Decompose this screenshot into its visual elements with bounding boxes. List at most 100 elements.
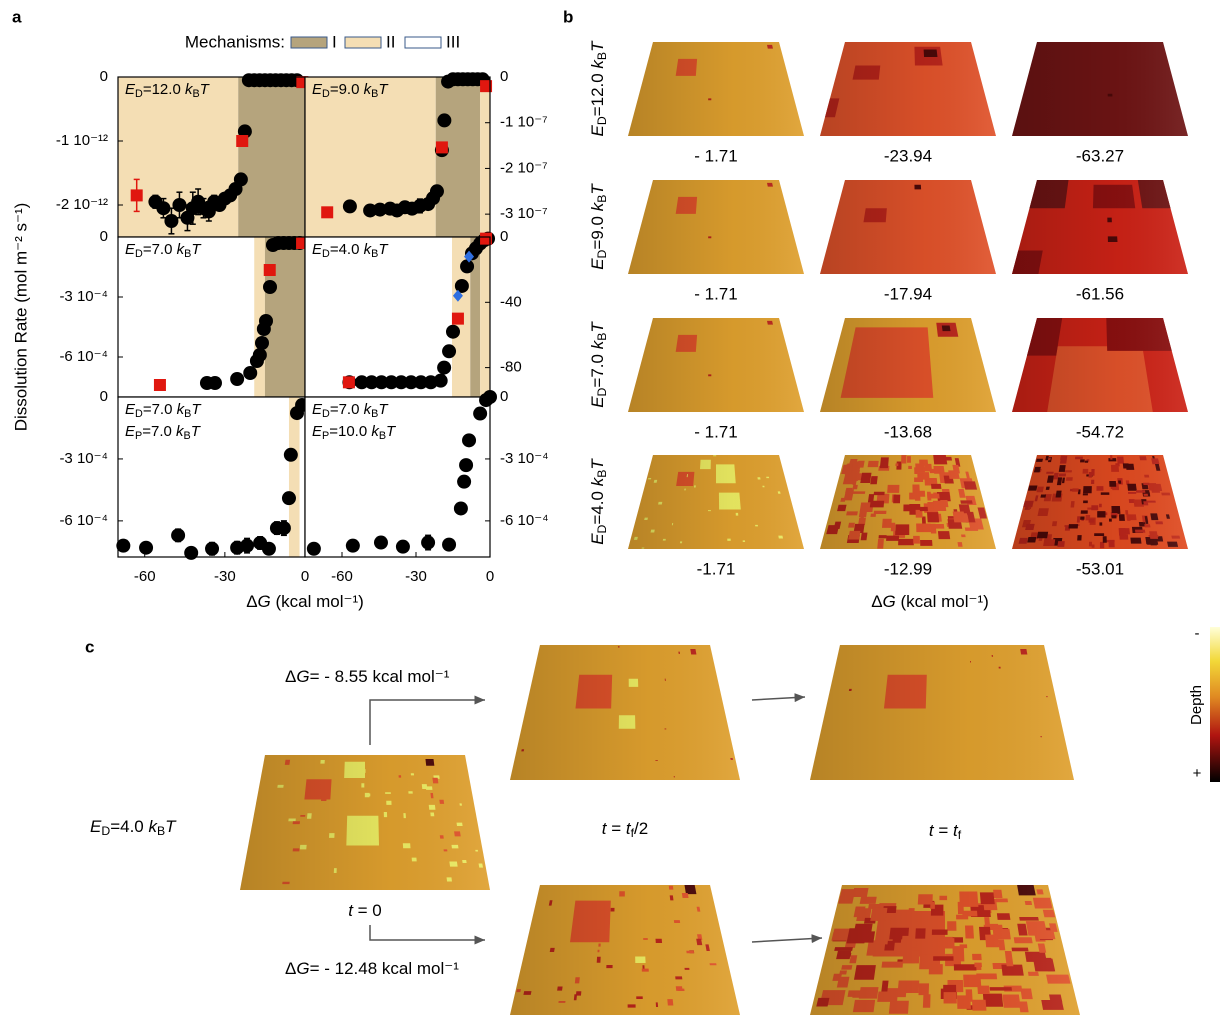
text-part: (kcal mol⁻¹): [896, 592, 989, 611]
subscript: D: [135, 408, 143, 420]
arrow: [752, 697, 805, 700]
text-part: E: [90, 817, 102, 836]
y-tick-label: -6 10⁻⁴: [59, 512, 108, 529]
x-tick-label: -30: [405, 568, 427, 585]
point: [236, 135, 248, 147]
surface-value: - 1.71: [694, 146, 737, 165]
point: [263, 280, 277, 294]
text-part: Δ: [871, 592, 882, 611]
panel-label: b: [563, 7, 573, 26]
text-part: =7.0: [142, 423, 176, 440]
subscript: B: [184, 248, 191, 260]
legend-title: Mechanisms:: [185, 32, 285, 51]
text-part: = - 8.55 kcal mol⁻¹: [310, 667, 450, 686]
point: [343, 376, 355, 388]
row-label: ED=12.0 kBT: [588, 40, 609, 137]
point: [164, 214, 178, 228]
arrow: [370, 700, 485, 745]
y-tick-label: 0: [500, 228, 508, 245]
surface-value: -12.99: [884, 559, 932, 578]
text-part: G: [296, 667, 309, 686]
surface-shade: [820, 180, 996, 274]
y-tick-label: -40: [500, 293, 522, 310]
text-part: E: [588, 396, 607, 408]
subscript: f: [958, 828, 962, 842]
surface-value: -1.71: [697, 559, 736, 578]
legend-swatch: [291, 37, 327, 48]
text-part: =12.0: [588, 69, 607, 117]
y-tick-label: -3 10⁻⁴: [59, 450, 108, 467]
text-part: T: [588, 183, 607, 195]
text-part: G: [883, 592, 896, 611]
y-tick-label: -2 10⁻¹²: [56, 196, 108, 213]
point: [243, 366, 257, 380]
point: [437, 113, 451, 127]
text-part: =4.0: [330, 241, 364, 258]
y-tick-label: 0: [500, 388, 508, 405]
surface-value: -23.94: [884, 146, 932, 165]
subscript: B: [192, 88, 199, 100]
text-part: =7.0: [588, 349, 607, 387]
point: [307, 542, 321, 556]
surface-value: -13.68: [884, 422, 932, 441]
y-tick-label: 0: [100, 228, 108, 245]
colorbar-label: +: [1193, 765, 1202, 782]
y-tick-label: -3 10⁻⁴: [500, 450, 549, 467]
surface-shade: [510, 885, 740, 1015]
subscript: B: [371, 248, 378, 260]
x-tick-label: 0: [486, 568, 494, 585]
legend-label: III: [446, 32, 460, 51]
subscript: D: [595, 524, 609, 533]
legend-label: II: [386, 32, 395, 51]
condition-label: ΔG= - 12.48 kcal mol⁻¹: [285, 959, 459, 978]
panel-label: c: [85, 637, 94, 656]
point: [459, 458, 473, 472]
text-part: =7.0: [143, 401, 177, 418]
figure: a b c Mechanisms: Dissolution Rate (mol …: [0, 0, 1220, 1019]
subscript: D: [595, 116, 609, 125]
point: [436, 141, 448, 153]
subscript: B: [595, 333, 609, 341]
text-part: =7.0: [330, 401, 364, 418]
text-part: E: [588, 533, 607, 545]
point: [457, 475, 471, 489]
row-label: ED=9.0 kBT: [588, 183, 609, 270]
x-tick-label: -60: [134, 568, 156, 585]
point: [446, 325, 460, 339]
point: [430, 184, 444, 198]
point: [230, 372, 244, 386]
y-tick-label: -3 10⁻⁷: [500, 205, 548, 222]
point: [172, 198, 186, 212]
y-tick-label: 0: [100, 388, 108, 405]
point: [240, 539, 254, 553]
y-tick-label: -2 10⁻⁷: [500, 159, 548, 176]
y-axis-label: Dissolution Rate (mol m⁻² s⁻¹): [11, 203, 30, 432]
surface-value: -17.94: [884, 284, 932, 303]
text-part: =: [607, 819, 626, 838]
text-part: T: [588, 40, 607, 52]
text-part: =: [934, 821, 953, 840]
y-tick-label: -6 10⁻⁴: [59, 348, 108, 365]
x-axis-label: ΔG (kcal mol⁻¹): [871, 592, 989, 611]
surface-shade: [628, 42, 804, 136]
surface-shade: [628, 455, 804, 549]
point: [255, 336, 269, 350]
subscript: P: [322, 430, 329, 442]
point: [421, 536, 435, 550]
text-part: T: [165, 817, 177, 836]
y-tick-label: -1 10⁻⁷: [500, 114, 548, 131]
arrow: [752, 938, 822, 942]
subscript: B: [184, 430, 191, 442]
text-part: =4.0: [110, 817, 148, 836]
mechanism-region: [238, 77, 305, 237]
subscript: D: [135, 248, 143, 260]
point: [234, 172, 248, 186]
y-tick-label: -80: [500, 359, 522, 376]
subscript: D: [101, 824, 110, 838]
panel-label: a: [12, 7, 22, 26]
point: [131, 189, 143, 201]
point: [253, 348, 267, 362]
mechanism-region: [470, 237, 480, 397]
subscript: B: [157, 824, 165, 838]
text-part: G: [258, 592, 271, 611]
